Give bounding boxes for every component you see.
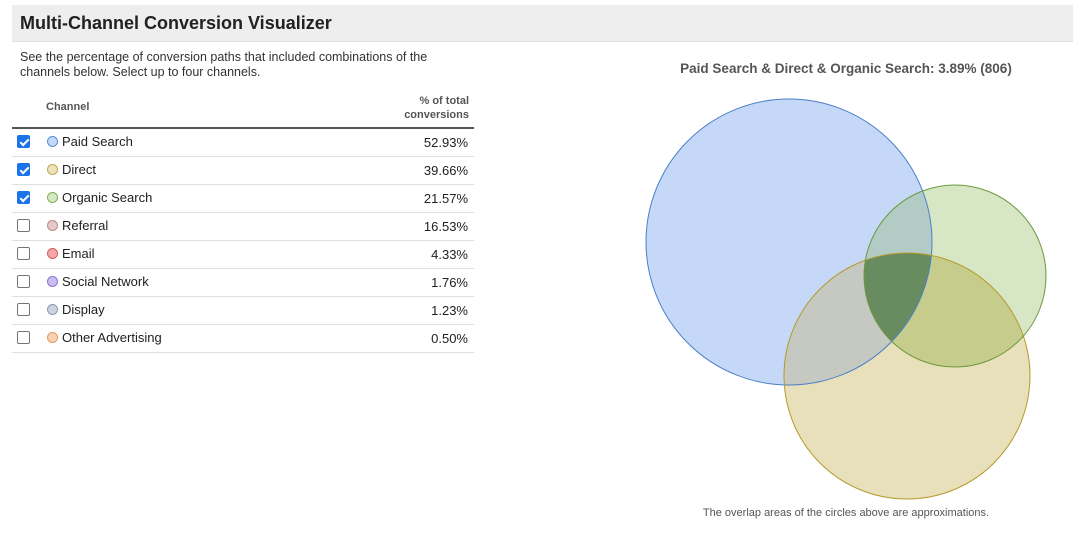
channel-label: Organic Search bbox=[62, 190, 153, 205]
channel-checkbox[interactable] bbox=[17, 191, 30, 204]
venn-diagram bbox=[645, 98, 1047, 500]
channel-checkbox[interactable] bbox=[17, 247, 30, 260]
channel-label: Display bbox=[62, 302, 105, 317]
channel-pct: 16.53% bbox=[423, 219, 468, 234]
title-bar: Multi-Channel Conversion Visualizer bbox=[12, 5, 1073, 42]
venn-footnote: The overlap areas of the circles above a… bbox=[702, 507, 990, 519]
table-row[interactable]: Direct 39.66% bbox=[12, 157, 474, 185]
channel-checkbox[interactable] bbox=[17, 275, 30, 288]
page-title: Multi-Channel Conversion Visualizer bbox=[20, 13, 332, 33]
column-header-pct-line2: conversions bbox=[404, 109, 469, 121]
column-header-pct: % of total conversions bbox=[404, 94, 469, 122]
venn-outline-paid-search bbox=[645, 98, 933, 386]
channel-pct: 1.76% bbox=[431, 275, 468, 290]
channel-color-dot bbox=[47, 332, 58, 343]
venn-outline-organic-search bbox=[863, 184, 1047, 368]
channel-color-dot bbox=[47, 248, 58, 259]
channel-checkbox[interactable] bbox=[17, 331, 30, 344]
channel-pct: 4.33% bbox=[431, 247, 468, 262]
table-header: Channel % of total conversions bbox=[12, 93, 474, 129]
table-row[interactable]: Organic Search 21.57% bbox=[12, 185, 474, 213]
channel-label: Social Network bbox=[62, 274, 149, 289]
venn-title: Paid Search & Direct & Organic Search: 3… bbox=[680, 61, 1012, 76]
channel-label: Other Advertising bbox=[62, 330, 162, 345]
venn-overlap-direct-organic bbox=[864, 253, 1030, 367]
column-header-pct-line1: % of total bbox=[419, 95, 470, 107]
table-row[interactable]: Email 4.33% bbox=[12, 241, 474, 269]
channel-checkbox[interactable] bbox=[17, 135, 30, 148]
channel-checkbox[interactable] bbox=[17, 219, 30, 232]
channel-color-dot bbox=[47, 220, 58, 231]
channel-pct: 21.57% bbox=[423, 191, 468, 206]
channel-color-dot bbox=[47, 164, 58, 175]
channel-color-dot bbox=[47, 192, 58, 203]
channel-color-dot bbox=[47, 276, 58, 287]
channel-color-dot bbox=[47, 136, 58, 147]
table-row[interactable]: Referral 16.53% bbox=[12, 213, 474, 241]
channel-pct: 1.23% bbox=[431, 303, 468, 318]
venn-outline-direct bbox=[783, 252, 1031, 500]
table-row[interactable]: Social Network 1.76% bbox=[12, 269, 474, 297]
channel-label: Email bbox=[62, 246, 95, 261]
channel-checkbox[interactable] bbox=[17, 303, 30, 316]
channel-label: Paid Search bbox=[62, 134, 133, 149]
table-row[interactable]: Display 1.23% bbox=[12, 297, 474, 325]
table-row[interactable]: Other Advertising 0.50% bbox=[12, 325, 474, 353]
channel-table: Channel % of total conversions Paid Sear… bbox=[12, 93, 474, 353]
channel-pct: 52.93% bbox=[423, 135, 468, 150]
channel-color-dot bbox=[47, 304, 58, 315]
column-header-channel: Channel bbox=[46, 101, 90, 113]
channel-label: Referral bbox=[62, 218, 109, 233]
channel-checkbox[interactable] bbox=[17, 163, 30, 176]
channel-label: Direct bbox=[62, 162, 96, 177]
description-text: See the percentage of conversion paths t… bbox=[20, 50, 428, 79]
channel-pct: 39.66% bbox=[423, 163, 468, 178]
channel-pct: 0.50% bbox=[431, 331, 468, 346]
table-row[interactable]: Paid Search 52.93% bbox=[12, 129, 474, 157]
